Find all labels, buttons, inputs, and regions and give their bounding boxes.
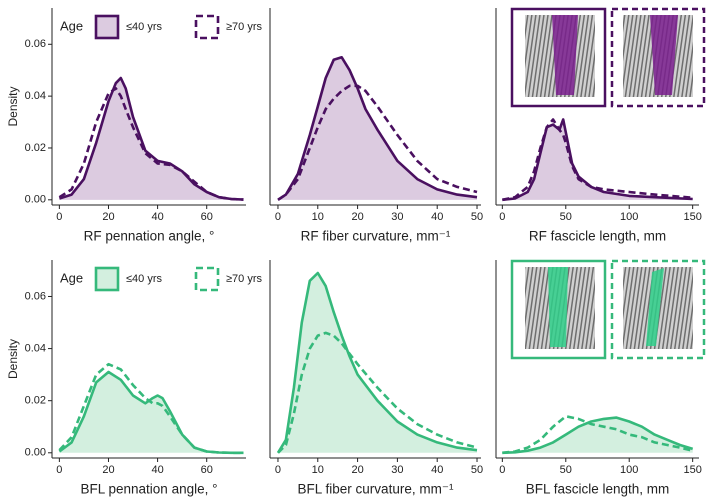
- x-tick-label: 10: [312, 464, 324, 476]
- x-tick-label: 10: [312, 211, 324, 223]
- plot-area: [58, 362, 244, 455]
- x-tick-label: 0: [275, 464, 281, 476]
- density-line: [58, 370, 244, 455]
- x-tick-label: 20: [351, 211, 363, 223]
- y-tick-label: 0.06: [25, 38, 46, 50]
- density-fill: [502, 119, 693, 200]
- y-tick-label: 0.02: [25, 395, 46, 407]
- x-tick-label: 0: [56, 464, 62, 476]
- x-tick-label: 20: [102, 464, 114, 476]
- density-line: [502, 118, 693, 202]
- x-axis-label: RF fiber curvature, mm⁻¹: [301, 229, 451, 244]
- density-fill: [502, 417, 693, 453]
- y-tick-label: 0.04: [25, 342, 46, 354]
- density-line: [276, 271, 478, 454]
- x-tick-label: 30: [391, 464, 403, 476]
- density-fill: [59, 78, 244, 200]
- density-line: [59, 76, 244, 201]
- density-line: [58, 362, 244, 455]
- plot-area: [277, 56, 478, 201]
- density-line: [277, 56, 478, 201]
- x-tick-label: 40: [151, 464, 163, 476]
- x-tick-label: 20: [102, 211, 114, 223]
- plot-area: [502, 118, 693, 202]
- x-axis-label: BFL pennation angle, °: [81, 482, 218, 497]
- x-axis-label: RF pennation angle, °: [84, 229, 215, 244]
- inset-images: [510, 7, 706, 360]
- legend-swatch: [194, 14, 220, 40]
- x-tick-label: 60: [201, 211, 213, 223]
- x-tick-label: 150: [683, 211, 701, 223]
- x-tick-label: 50: [560, 211, 572, 223]
- legend-label: ≥70 yrs: [226, 21, 262, 33]
- density-fill: [278, 273, 477, 453]
- y-tick-label: 0.00: [25, 194, 46, 206]
- density-fill: [278, 57, 477, 200]
- legend-swatch: [94, 266, 120, 292]
- plot-area: [58, 76, 244, 201]
- x-tick-label: 50: [560, 464, 572, 476]
- density-line: [58, 87, 244, 201]
- x-tick-label: 50: [471, 211, 483, 223]
- x-tick-label: 40: [431, 211, 443, 223]
- plot-area: [276, 271, 478, 454]
- y-tick-label: 0.04: [25, 90, 46, 102]
- legend-label: ≥70 yrs: [226, 273, 262, 285]
- x-tick-label: 60: [201, 464, 213, 476]
- x-tick-label: 0: [275, 211, 281, 223]
- x-tick-label: 0: [499, 464, 505, 476]
- y-axis-label: Density: [6, 86, 20, 126]
- x-tick-label: 0: [56, 211, 62, 223]
- legend-label: ≤40 yrs: [126, 21, 162, 33]
- x-tick-label: 40: [151, 211, 163, 223]
- legend-label: ≤40 yrs: [126, 273, 162, 285]
- y-axis-label: Density: [6, 339, 20, 379]
- y-tick-label: 0.02: [25, 142, 46, 154]
- x-tick-label: 40: [431, 464, 443, 476]
- x-tick-label: 50: [471, 464, 483, 476]
- x-axis-label: BFL fiber curvature, mm⁻¹: [298, 482, 454, 497]
- y-tick-label: 0.06: [25, 290, 46, 302]
- x-tick-label: 150: [683, 464, 701, 476]
- y-tick-label: 0.00: [25, 447, 46, 459]
- x-tick-label: 30: [391, 211, 403, 223]
- legend-title: Age: [60, 18, 83, 33]
- density-line: [502, 415, 694, 455]
- x-tick-label: 100: [620, 464, 638, 476]
- x-axis-label: BFL fascicle length, mm: [526, 482, 670, 497]
- plot-area: [502, 415, 694, 455]
- legend-swatch: [94, 14, 120, 40]
- x-tick-label: 100: [620, 211, 638, 223]
- density-line: [277, 331, 478, 454]
- density-line: [502, 118, 693, 202]
- density-line: [277, 84, 478, 201]
- x-tick-label: 20: [351, 464, 363, 476]
- density-fill: [59, 372, 244, 453]
- legend-swatch: [194, 266, 220, 292]
- legend-title: Age: [60, 270, 83, 285]
- x-axis-label: RF fascicle length, mm: [529, 229, 666, 244]
- x-tick-label: 0: [499, 211, 505, 223]
- density-line: [502, 416, 694, 455]
